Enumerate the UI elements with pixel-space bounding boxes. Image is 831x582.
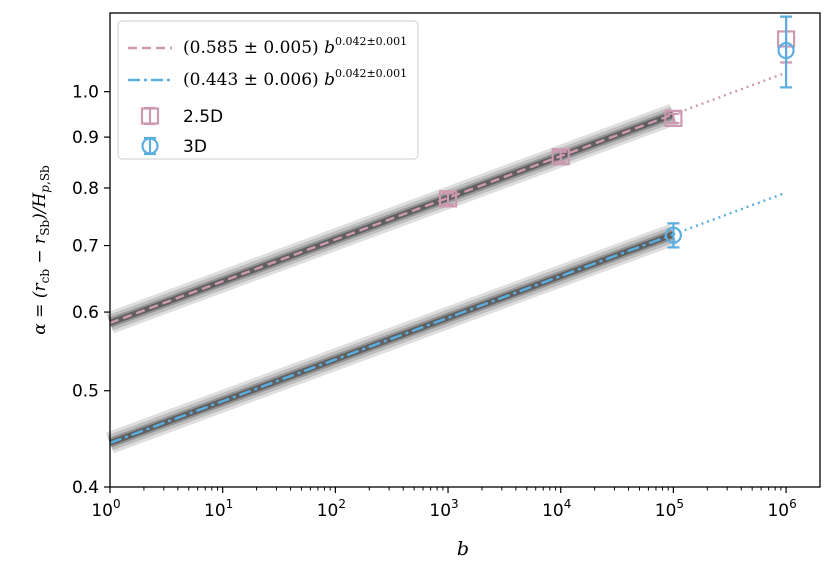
y-tick-label: 0.4 — [72, 478, 99, 498]
plot-frame — [109, 12, 821, 488]
legend-label: (0.443 ± 0.006) b0.042±0.001 — [183, 67, 407, 90]
x-tick-label: 104 — [542, 497, 571, 521]
legend: (0.585 ± 0.005) b0.042±0.001 (0.443 ± 0.0… — [117, 20, 419, 160]
x-tick-label: 101 — [204, 497, 233, 521]
fit-line — [109, 113, 674, 325]
axis-ticks: 100 101 102 103 104 105 106 0.4 0.5 0.6 0.7 0.8 0.9 1… — [72, 83, 797, 521]
data-point — [664, 109, 683, 127]
y-tick-label: 0.5 — [72, 382, 99, 402]
fit-line — [109, 233, 674, 445]
x-tick-label: 102 — [317, 497, 346, 521]
legend-marker — [141, 137, 159, 155]
fit-confidence-bands — [106, 104, 678, 454]
data-point — [551, 148, 570, 166]
x-tick-label: 100 — [91, 497, 120, 521]
data-points — [438, 15, 796, 249]
legend-label: (0.585 ± 0.005) b0.042±0.001 — [183, 35, 407, 58]
y-tick-label: 0.7 — [72, 237, 99, 257]
fit-extrapolation — [672, 71, 787, 116]
x-tick-label: 105 — [655, 497, 684, 521]
x-tick-label: 106 — [767, 497, 796, 521]
data-point — [438, 190, 458, 208]
legend-box — [117, 20, 419, 160]
fit-lines — [109, 71, 787, 445]
legend-label: 3D — [183, 137, 207, 157]
x-axis-label: b — [457, 538, 469, 560]
data-point — [664, 226, 682, 244]
x-tick-label: 103 — [429, 497, 458, 521]
y-tick-label: 0.8 — [72, 179, 99, 199]
y-axis-label: α = (rcb − rSb)/Hp,Sb — [30, 165, 52, 335]
legend-label: 2.5D — [183, 107, 223, 127]
fit-extrapolation — [672, 191, 787, 236]
data-point — [777, 41, 795, 60]
y-tick-label: 1.0 — [72, 83, 99, 103]
y-tick-label: 0.9 — [72, 128, 99, 148]
legend-marker — [140, 107, 160, 125]
y-tick-label: 0.6 — [72, 303, 99, 323]
